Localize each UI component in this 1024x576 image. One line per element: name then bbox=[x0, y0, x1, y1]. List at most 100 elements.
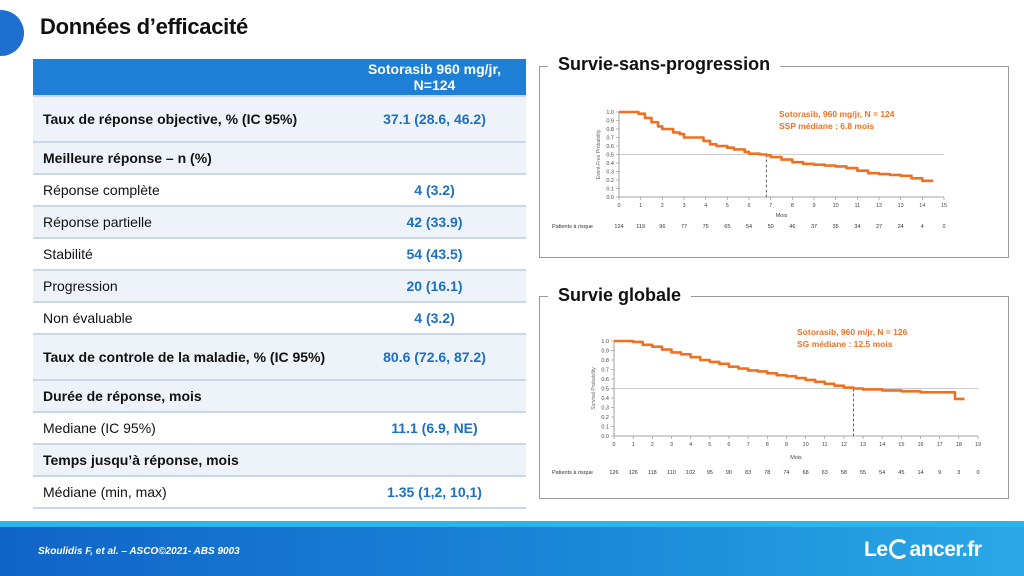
x-tick-label: 13 bbox=[898, 203, 904, 209]
row-value: 80.6 (72.6, 87.2) bbox=[343, 334, 526, 381]
row-value bbox=[343, 142, 526, 175]
y-tick-label: 0.3 bbox=[606, 170, 614, 176]
logo-text-left: Le bbox=[864, 538, 888, 561]
row-value: 37.1 (28.6, 46.2) bbox=[343, 96, 526, 143]
y-tick-label: 0.4 bbox=[606, 161, 614, 167]
y-tick-label: 0.6 bbox=[601, 377, 609, 383]
chart-annotation: Sotorasib, 960 m/jr, N = 126 bbox=[797, 327, 908, 337]
footer-bar bbox=[0, 521, 1024, 576]
risk-value: 55 bbox=[860, 470, 866, 476]
table-row: Mediane (IC 95%) 11.1 (6.9, NE) bbox=[33, 412, 526, 445]
risk-value: 35 bbox=[833, 224, 839, 230]
x-tick-label: 12 bbox=[876, 203, 882, 209]
table-row: Progression 20 (16.1) bbox=[33, 270, 526, 303]
x-axis-label: Mois bbox=[790, 455, 802, 461]
table-row: Taux de controle de la maladie, % (IC 95… bbox=[33, 334, 526, 381]
risk-value: 9 bbox=[938, 470, 941, 476]
row-label: Temps jusqu’à réponse, mois bbox=[33, 444, 343, 477]
table-row: Stabilité 54 (43.5) bbox=[33, 238, 526, 271]
x-tick-label: 5 bbox=[726, 203, 729, 209]
corner-tab-shape bbox=[0, 10, 24, 56]
y-tick-label: 0.8 bbox=[606, 127, 614, 133]
efficacy-table: Sotorasib 960 mg/jr, N=124 Taux de répon… bbox=[33, 59, 526, 509]
risk-value: 102 bbox=[686, 470, 695, 476]
risk-value: 54 bbox=[746, 224, 752, 230]
x-tick-label: 12 bbox=[841, 442, 847, 448]
row-value: 20 (16.1) bbox=[343, 270, 526, 303]
risk-value: 50 bbox=[768, 224, 774, 230]
table-row: Médiane (min, max) 1.35 (1,2, 10,1) bbox=[33, 476, 526, 509]
row-value: 1.35 (1,2, 10,1) bbox=[343, 476, 526, 509]
y-tick-label: 0.2 bbox=[601, 415, 609, 421]
table-row: Réponse partielle 42 (33.9) bbox=[33, 206, 526, 239]
footer-stripe bbox=[0, 521, 1024, 527]
x-tick-label: 1 bbox=[632, 442, 635, 448]
slide-title: Données d’efficacité bbox=[40, 14, 248, 39]
row-value: 4 (3.2) bbox=[343, 302, 526, 335]
risk-table-label: Patients à risque bbox=[552, 470, 593, 476]
row-label: Taux de controle de la maladie, % (IC 95… bbox=[33, 334, 343, 381]
os-km-chart: 0.00.10.20.30.40.50.60.70.80.91.00 1 2 3 4 5 6… bbox=[552, 327, 981, 476]
risk-value: 45 bbox=[898, 470, 904, 476]
y-tick-label: 0.3 bbox=[601, 406, 609, 412]
row-value bbox=[343, 380, 526, 413]
table-header-row: Sotorasib 960 mg/jr, N=124 bbox=[33, 59, 526, 97]
row-value: 42 (33.9) bbox=[343, 206, 526, 239]
risk-value: 14 bbox=[917, 470, 923, 476]
x-tick-label: 17 bbox=[937, 442, 943, 448]
x-tick-label: 18 bbox=[956, 442, 962, 448]
row-value: 54 (43.5) bbox=[343, 238, 526, 271]
table-row: Réponse complète 4 (3.2) bbox=[33, 174, 526, 207]
row-label: Médiane (min, max) bbox=[33, 476, 343, 509]
x-tick-label: 6 bbox=[747, 203, 750, 209]
x-tick-label: 3 bbox=[682, 203, 685, 209]
row-label: Non évaluable bbox=[33, 302, 343, 335]
y-tick-label: 0.8 bbox=[601, 358, 609, 364]
y-tick-label: 0.0 bbox=[601, 434, 609, 440]
risk-value: 90 bbox=[726, 470, 732, 476]
footer-citation: Skoulidis F, et al. – ASCO©2021- ABS 900… bbox=[38, 546, 240, 557]
table-header-treatment: Sotorasib 960 mg/jr, N=124 bbox=[343, 59, 526, 97]
y-axis-label: Event-Free Probability bbox=[596, 129, 602, 179]
x-tick-label: 7 bbox=[747, 442, 750, 448]
chart-annotation: SSP médiane : 6.8 mois bbox=[779, 121, 875, 131]
x-tick-label: 4 bbox=[689, 442, 692, 448]
pfs-panel-title: Survie-sans-progression bbox=[548, 54, 781, 75]
y-tick-label: 0.7 bbox=[601, 368, 609, 374]
pfs-chart-panel: 0.0 0.1 0.2 0.3 0.4 0.5 0.6 0.7 0.8 0.9 1.0 0 1 2 3 4 5 6… bbox=[539, 66, 1009, 258]
y-tick-label: 0.0 bbox=[606, 195, 614, 201]
y-tick-label: 1.0 bbox=[606, 110, 614, 116]
risk-value: 119 bbox=[636, 224, 645, 230]
y-tick-label: 1.0 bbox=[601, 339, 609, 345]
x-tick-label: 15 bbox=[941, 203, 947, 209]
table-header-empty bbox=[33, 59, 343, 97]
x-tick-label: 6 bbox=[727, 442, 730, 448]
x-tick-label: 10 bbox=[833, 203, 839, 209]
x-tick-label: 3 bbox=[670, 442, 673, 448]
row-label: Progression bbox=[33, 270, 343, 303]
risk-value: 63 bbox=[822, 470, 828, 476]
os-chart-panel: 0.0 0.1 0.2 0.3 0.4 0.5 0.6 0.7 0.8 0.9 1.0 0 1 2 3 4 5 6… bbox=[539, 296, 1009, 499]
x-tick-label: 0 bbox=[612, 442, 615, 448]
table-row: Meilleure réponse – n (%) bbox=[33, 142, 526, 175]
risk-value: 95 bbox=[707, 470, 713, 476]
risk-value: 110 bbox=[667, 470, 676, 476]
y-tick-label: 0.1 bbox=[606, 187, 614, 193]
km-curve bbox=[614, 339, 965, 401]
chart-annotation: SG médiane : 12.5 mois bbox=[797, 339, 893, 349]
row-value: 11.1 (6.9, NE) bbox=[343, 412, 526, 445]
x-tick-label: 13 bbox=[860, 442, 866, 448]
risk-value: 46 bbox=[789, 224, 795, 230]
row-label: Stabilité bbox=[33, 238, 343, 271]
row-value: 4 (3.2) bbox=[343, 174, 526, 207]
x-tick-label: 5 bbox=[708, 442, 711, 448]
x-tick-label: 2 bbox=[661, 203, 664, 209]
y-tick-label: 0.9 bbox=[601, 349, 609, 355]
risk-value: 74 bbox=[783, 470, 789, 476]
x-tick-label: 1 bbox=[639, 203, 642, 209]
x-tick-label: 0 bbox=[617, 203, 620, 209]
risk-value: 34 bbox=[854, 224, 860, 230]
risk-value: 54 bbox=[879, 470, 885, 476]
x-tick-label: 15 bbox=[898, 442, 904, 448]
row-value bbox=[343, 444, 526, 477]
